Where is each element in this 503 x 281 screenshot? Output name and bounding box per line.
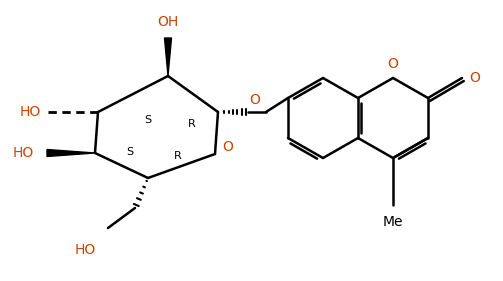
Text: O: O	[222, 140, 233, 154]
Text: O: O	[470, 71, 480, 85]
Text: R: R	[174, 151, 182, 161]
Text: HO: HO	[20, 105, 41, 119]
Text: HO: HO	[74, 243, 96, 257]
Text: HO: HO	[13, 146, 34, 160]
Text: Me: Me	[383, 215, 403, 229]
Polygon shape	[164, 38, 172, 76]
Text: S: S	[126, 147, 134, 157]
Text: O: O	[388, 57, 398, 71]
Text: S: S	[144, 115, 151, 125]
Text: OH: OH	[157, 15, 179, 29]
Polygon shape	[47, 149, 95, 157]
Text: O: O	[249, 93, 261, 107]
Text: R: R	[188, 119, 196, 129]
